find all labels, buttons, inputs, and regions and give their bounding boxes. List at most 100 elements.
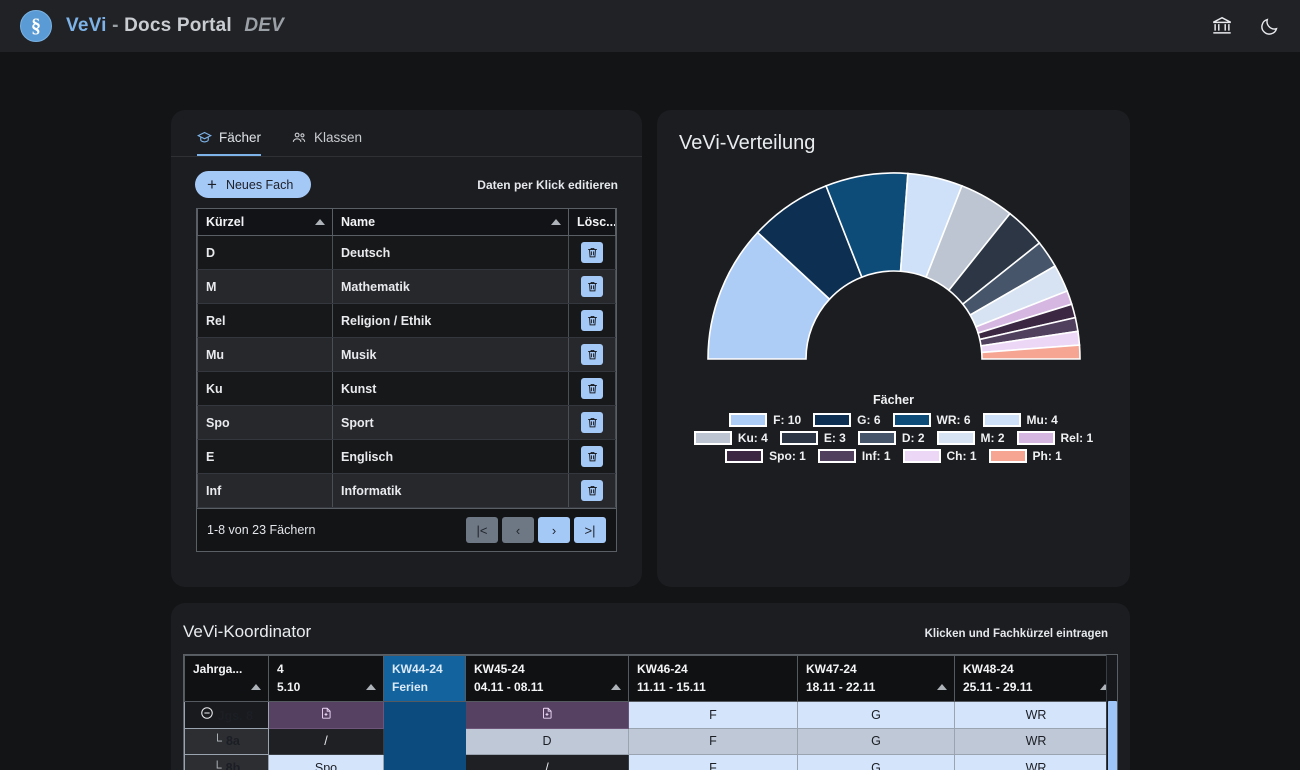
coordinator-cell[interactable]: F (628, 754, 798, 770)
legend-item-Ch[interactable]: Ch: 1 (902, 449, 977, 463)
plus-icon: + (207, 175, 217, 194)
cell-kuerzel[interactable]: Mu (197, 337, 333, 372)
tree-branch-icon: └ (212, 760, 222, 770)
legend-item-Spo[interactable]: Spo: 1 (725, 449, 806, 463)
delete-row-button[interactable] (581, 480, 603, 501)
tree-branch-icon: └ (213, 734, 222, 749)
delete-row-button[interactable] (581, 276, 603, 297)
coordinator-table[interactable]: Jahrga... 4 5.10 KW44-24 Ferien KW45-24 04.11 … (183, 654, 1118, 770)
coordinator-column-header[interactable]: Jahrga... (184, 655, 269, 702)
cell-kuerzel[interactable]: E (197, 439, 333, 474)
coordinator-cell[interactable]: / (465, 754, 629, 770)
coordinator-column-header[interactable]: KW45-24 04.11 - 08.11 (465, 655, 629, 702)
cell-kuerzel[interactable]: Rel (197, 303, 333, 338)
bank-icon[interactable] (1211, 15, 1233, 37)
scrollbar-thumb[interactable] (1108, 701, 1117, 770)
coordinator-row-label[interactable]: Jgs. 8 (184, 701, 269, 729)
table-row[interactable]: M Mathematik (197, 269, 616, 304)
table-row[interactable]: Ku Kunst (197, 371, 616, 406)
table-row[interactable]: D Deutsch (197, 235, 616, 270)
delete-row-button[interactable] (581, 310, 603, 331)
vertical-scrollbar[interactable] (1106, 655, 1117, 770)
coordinator-cell[interactable] (268, 701, 384, 729)
legend-item-Ku[interactable]: Ku: 4 (693, 431, 768, 445)
cell-name[interactable]: Mathematik (332, 269, 569, 304)
cell-kuerzel[interactable]: Spo (197, 405, 333, 440)
cell-kuerzel[interactable]: Inf (197, 473, 333, 508)
legend-swatch (725, 449, 764, 463)
column-header-kuerzel[interactable]: Kürzel (197, 208, 333, 236)
coordinator-cell[interactable] (383, 701, 466, 729)
tab-faecher[interactable]: Fächer (197, 130, 262, 156)
cell-name[interactable]: Englisch (332, 439, 569, 474)
coordinator-cell[interactable]: G (797, 754, 955, 770)
coordinator-cell[interactable]: G (797, 701, 955, 729)
cell-name[interactable]: Musik (332, 337, 569, 372)
table-row[interactable]: Rel Religion / Ethik (197, 303, 616, 338)
cell-name[interactable]: Informatik (332, 473, 569, 508)
legend-item-M[interactable]: M: 2 (936, 431, 1005, 445)
legend-item-Ph[interactable]: Ph: 1 (988, 449, 1062, 463)
coordinator-column-header[interactable]: 4 5.10 (268, 655, 384, 702)
cell-name[interactable]: Sport (332, 405, 569, 440)
coordinator-cell[interactable]: G (797, 727, 955, 755)
legend-item-D[interactable]: D: 2 (857, 431, 925, 445)
coordinator-cell[interactable]: Spo (268, 754, 384, 770)
coordinator-cell[interactable] (383, 754, 466, 770)
coordinator-cell[interactable] (383, 727, 466, 755)
coordinator-cell[interactable]: / (268, 727, 384, 755)
coordinator-row[interactable]: └ 8b Spo / F G WR (184, 754, 1117, 770)
delete-row-button[interactable] (581, 446, 603, 467)
delete-row-button[interactable] (581, 242, 603, 263)
legend-item-WR[interactable]: WR: 6 (892, 413, 971, 427)
coordinator-row-label[interactable]: └ 8a (184, 727, 269, 755)
legend-item-Mu[interactable]: Mu: 4 (982, 413, 1058, 427)
app-logo: § (20, 10, 52, 42)
coordinator-group-row[interactable]: Jgs. 8 F G WR (184, 701, 1117, 729)
new-subject-button[interactable]: + Neues Fach (195, 171, 312, 198)
cell-name[interactable]: Kunst (332, 371, 569, 406)
cell-name[interactable]: Deutsch (332, 235, 569, 270)
legend-item-Inf[interactable]: Inf: 1 (817, 449, 891, 463)
column-header-name[interactable]: Name (332, 208, 569, 236)
pie-slice-Ph[interactable] (980, 344, 1081, 360)
delete-row-button[interactable] (581, 412, 603, 433)
table-row[interactable]: Inf Informatik (197, 473, 616, 508)
coordinator-cell[interactable]: WR (954, 754, 1117, 770)
cell-kuerzel[interactable]: Ku (197, 371, 333, 406)
coordinator-row-label[interactable]: └ 8b (184, 754, 269, 770)
moon-icon[interactable] (1259, 16, 1280, 37)
coordinator-cell[interactable] (465, 701, 629, 729)
coordinator-cell[interactable]: F (628, 727, 798, 755)
coordinator-column-header[interactable]: KW44-24 Ferien (383, 655, 466, 702)
column-header-delete[interactable]: Lösc... (568, 208, 616, 236)
coordinator-cell[interactable]: WR (954, 701, 1117, 729)
cell-kuerzel[interactable]: M (197, 269, 333, 304)
sort-asc-icon (551, 219, 561, 225)
first-page-button[interactable]: |< (466, 517, 498, 543)
prev-page-button[interactable]: ‹ (502, 517, 534, 543)
coordinator-cell[interactable]: D (465, 727, 629, 755)
coordinator-column-header[interactable]: KW48-24 25.11 - 29.11 (954, 655, 1117, 702)
legend-item-E[interactable]: E: 3 (779, 431, 846, 445)
delete-row-button[interactable] (581, 378, 603, 399)
legend-item-F[interactable]: F: 10 (729, 413, 801, 427)
delete-row-button[interactable] (581, 344, 603, 365)
coordinator-column-header[interactable]: KW46-24 11.11 - 15.11 (628, 655, 798, 702)
coordinator-cell[interactable]: WR (954, 727, 1117, 755)
legend-item-G[interactable]: G: 6 (813, 413, 881, 427)
table-row[interactable]: Spo Sport (197, 405, 616, 440)
coordinator-column-header[interactable]: KW47-24 18.11 - 22.11 (797, 655, 955, 702)
coordinator-cell[interactable]: F (628, 701, 798, 729)
cell-kuerzel[interactable]: D (197, 235, 333, 270)
cell-value: WR (1025, 707, 1047, 722)
last-page-button[interactable]: >| (574, 517, 606, 543)
next-page-button[interactable]: › (538, 517, 570, 543)
legend-item-Rel[interactable]: Rel: 1 (1016, 431, 1093, 445)
table-row[interactable]: E Englisch (197, 439, 616, 474)
logo-glyph: § (31, 14, 41, 37)
cell-name[interactable]: Religion / Ethik (332, 303, 569, 338)
tab-klassen[interactable]: Klassen (291, 130, 362, 156)
coordinator-row[interactable]: └ 8a / D F G WR (184, 727, 1117, 755)
table-row[interactable]: Mu Musik (197, 337, 616, 372)
